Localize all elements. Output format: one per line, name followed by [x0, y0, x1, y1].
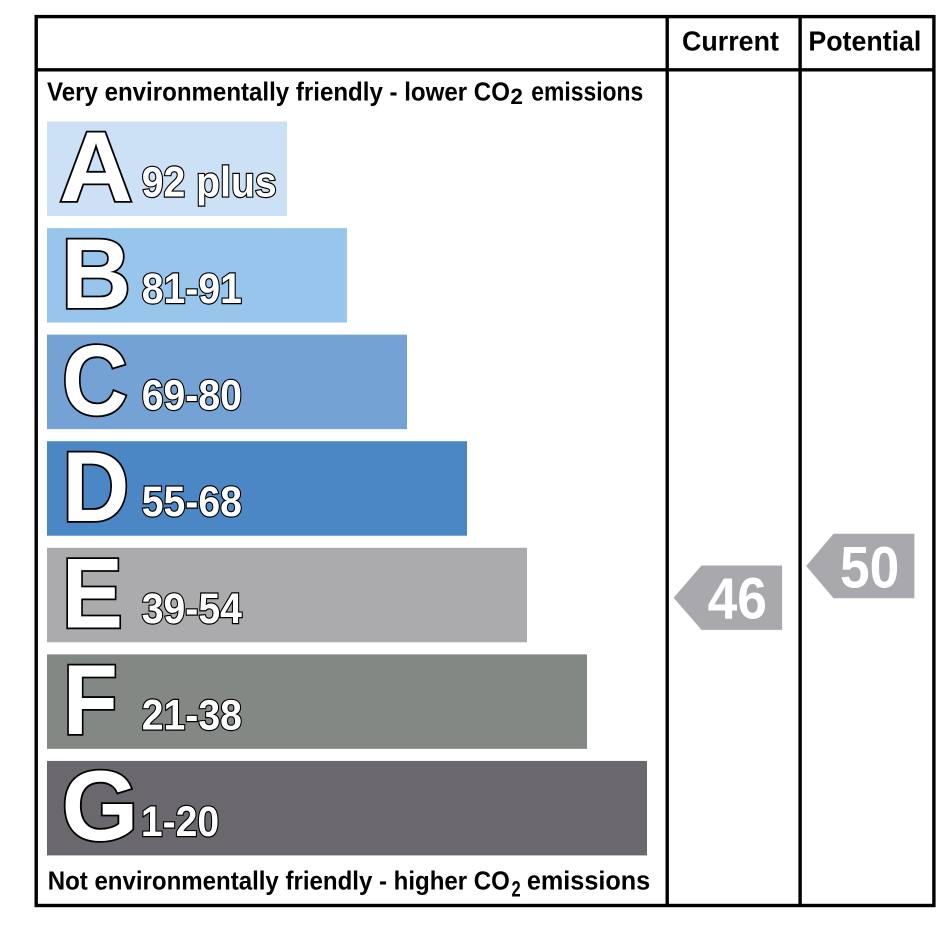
svg-text:1-20: 1-20: [141, 798, 219, 846]
svg-text:emissions: emissions: [527, 867, 650, 896]
svg-text:D: D: [62, 432, 129, 542]
svg-text:92 plus: 92 plus: [142, 158, 277, 206]
svg-text:C: C: [62, 326, 128, 436]
svg-text:emissions: emissions: [531, 78, 643, 107]
svg-text:G: G: [62, 750, 139, 861]
svg-text:2: 2: [510, 84, 523, 109]
svg-text:81-91: 81-91: [142, 265, 242, 313]
svg-text:46: 46: [708, 565, 767, 631]
svg-text:69-80: 69-80: [142, 371, 242, 419]
svg-text:21-38: 21-38: [142, 691, 242, 739]
svg-text:Not environmentally friendly -: Not environmentally friendly - higher CO: [48, 866, 510, 895]
svg-text:Very environmentally friendly: Very environmentally friendly - lower CO: [47, 77, 510, 106]
svg-text:Current: Current: [682, 25, 779, 57]
svg-text:55-68: 55-68: [142, 478, 242, 526]
svg-text:39-54: 39-54: [142, 584, 242, 632]
svg-text:2: 2: [512, 877, 521, 902]
svg-text:Potential: Potential: [808, 25, 921, 57]
svg-text:E: E: [62, 539, 123, 649]
svg-text:F: F: [63, 645, 118, 756]
svg-text:A: A: [59, 112, 133, 222]
svg-text:B: B: [61, 218, 131, 329]
svg-text:50: 50: [840, 534, 899, 600]
